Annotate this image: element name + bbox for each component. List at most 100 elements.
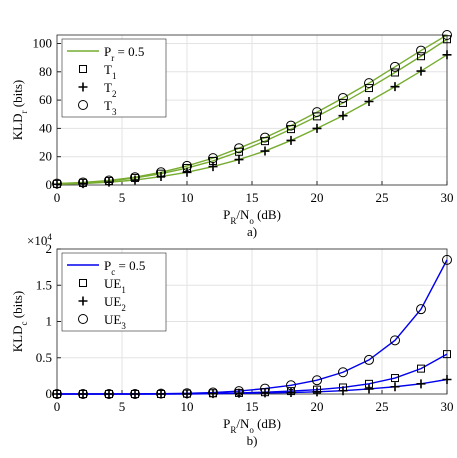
marker-square: [443, 35, 451, 44]
x-tick-label: 30: [441, 399, 454, 414]
y-tick-label: 80: [39, 64, 52, 79]
marker-circle: [312, 375, 322, 386]
marker-plus: [234, 388, 244, 398]
legend-label-sub: 1: [121, 285, 126, 295]
marker-circle: [130, 389, 140, 399]
y-scale-label: ×104: [27, 232, 52, 248]
y-axis-label-sub: r: [19, 110, 29, 113]
marker-circle: [364, 78, 374, 89]
marker-circle: [208, 153, 218, 164]
legend-marker: [78, 100, 88, 110]
y-tick-label: 0: [46, 386, 53, 401]
legend-label: T3: [104, 98, 117, 117]
marker-circle: [156, 388, 166, 399]
marker-circle: [104, 175, 114, 186]
legend-label-part: UE: [104, 312, 121, 327]
marker-plus: [390, 82, 400, 92]
series-line: [57, 259, 448, 395]
marker-plus: [312, 387, 322, 397]
marker-circle: [286, 380, 296, 391]
legend-box: [61, 252, 167, 332]
marker-plus: [182, 167, 192, 177]
axes-frame: [56, 34, 448, 186]
legend-label-sub: 3: [112, 107, 117, 117]
x-axis-label-part: (dB): [254, 207, 281, 222]
x-tick-label: 25: [376, 190, 389, 205]
marker-plus: [104, 389, 114, 399]
marker-circle: [234, 143, 244, 154]
x-tick-label: 20: [311, 190, 324, 205]
legend-label-part: T: [104, 80, 112, 95]
x-axis-label: PR/No (dB): [223, 416, 281, 435]
marker-plus: [130, 389, 140, 399]
marker-circle: [260, 383, 270, 394]
series-line: [56, 34, 448, 185]
y-axis-label-part: KLD: [10, 113, 25, 140]
marker-circle: [416, 45, 426, 56]
marker-plus: [416, 379, 426, 389]
axes-frame: [56, 248, 448, 395]
legend-label-part: = 0.5: [115, 258, 145, 273]
marker-circle: [338, 367, 348, 378]
marker-plus: [52, 389, 62, 399]
marker-square: [417, 364, 425, 373]
marker-circle: [104, 389, 114, 399]
y-axis-label: KLDr (bits): [10, 80, 29, 140]
legend-label-sub: 3: [121, 321, 126, 331]
y-tick-label: 20: [39, 149, 52, 164]
x-axis-label-part: /N: [236, 207, 250, 222]
marker-circle: [52, 178, 62, 189]
marker-plus: [286, 135, 296, 145]
x-axis-label-sub: R: [230, 216, 236, 226]
y-scale-exp: 4: [47, 232, 52, 242]
x-tick-label: 5: [119, 399, 126, 414]
marker-plus: [182, 389, 192, 399]
legend-label: UE3: [104, 312, 126, 331]
x-axis-label-part: (dB): [254, 416, 281, 431]
x-tick-label: 15: [246, 399, 259, 414]
marker-circle: [208, 387, 218, 398]
marker-circle: [442, 254, 452, 265]
legend-label-sub: c: [111, 267, 115, 277]
legend-box: [61, 38, 167, 118]
y-tick-label: 1.5: [36, 277, 52, 292]
legend-label: UE2: [104, 294, 126, 313]
marker-plus: [234, 155, 244, 165]
x-tick-label: 0: [54, 399, 61, 414]
y-tick-label: 0: [46, 177, 53, 192]
marker-circle: [312, 107, 322, 118]
y-tick-label: 1: [46, 314, 53, 329]
y-tick-label: 40: [39, 120, 52, 135]
marker-circle: [338, 92, 348, 103]
marker-circle: [182, 388, 192, 399]
x-axis-label-part: P: [223, 416, 230, 431]
marker-circle: [442, 30, 452, 40]
marker-circle: [52, 389, 62, 399]
marker-square: [313, 112, 321, 121]
legend-label: Pc = 0.5: [104, 258, 145, 277]
marker-plus: [364, 384, 374, 394]
legend-marker: [79, 65, 87, 73]
y-axis-label-sub: c: [19, 321, 29, 325]
marker-circle: [416, 304, 426, 315]
legend-label-part: UE: [104, 276, 121, 291]
marker-plus: [338, 386, 348, 396]
y-tick-label: 0.5: [36, 350, 52, 365]
x-tick-label: 10: [181, 190, 194, 205]
marker-square: [391, 374, 399, 383]
series-line: [56, 54, 448, 185]
legend-label: T2: [104, 80, 116, 99]
legend-label: UE1: [104, 276, 126, 295]
x-axis-label-sub: o: [249, 216, 254, 226]
legend-label-part: T: [104, 62, 112, 77]
x-tick-label: 5: [119, 190, 126, 205]
legend-label-part: P: [104, 258, 111, 273]
legend-label-sub: r: [111, 53, 114, 63]
marker-plus: [364, 97, 374, 107]
legend-marker: [78, 82, 88, 92]
caption: b): [247, 433, 258, 448]
marker-plus: [442, 50, 452, 60]
marker-plus: [52, 179, 62, 189]
marker-plus: [208, 162, 218, 172]
y-tick-label: 60: [39, 92, 52, 107]
